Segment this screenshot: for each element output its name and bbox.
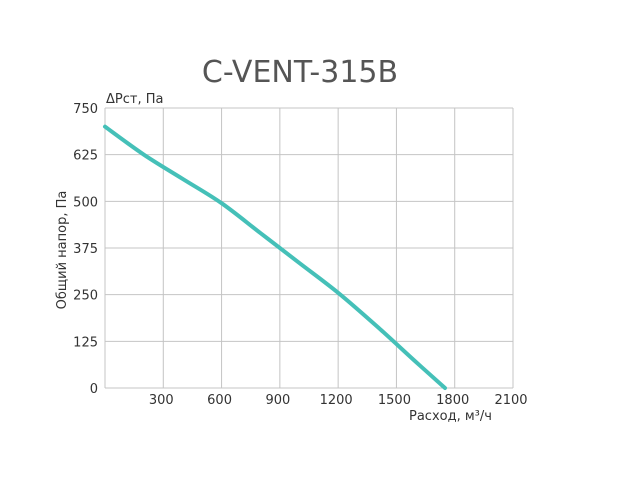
x-tick-label: 1500: [378, 393, 411, 408]
series-group: [103, 124, 447, 390]
y-unit-label: ΔРст, Па: [106, 92, 163, 107]
tick-labels: 0 125 250 375 500 625 750 300 600 900 1200 1500 1800…: [73, 102, 527, 408]
y-tick-label: 125: [73, 335, 98, 350]
x-tick-label: 1800: [436, 393, 469, 408]
y-tick-label: 0: [90, 382, 98, 397]
y-tick-label: 375: [73, 242, 98, 257]
y-tick-label: 500: [73, 195, 98, 210]
y-axis-label: Общий напор, Па: [55, 191, 70, 310]
x-tick-label: 1200: [320, 393, 353, 408]
x-tick-label: 900: [265, 393, 290, 408]
chart-title: C-VENT-315B: [202, 55, 398, 90]
y-tick-label: 250: [73, 289, 98, 304]
x-tick-label: 300: [149, 393, 174, 408]
series-line: [103, 124, 447, 390]
y-tick-label: 625: [73, 149, 98, 164]
plot-grid: [104, 107, 514, 389]
y-tick-label: 750: [73, 102, 98, 117]
x-tick-label: 600: [207, 393, 232, 408]
x-tick-label: 2100: [494, 393, 527, 408]
x-axis-label: Расход, м³/ч: [409, 409, 492, 424]
